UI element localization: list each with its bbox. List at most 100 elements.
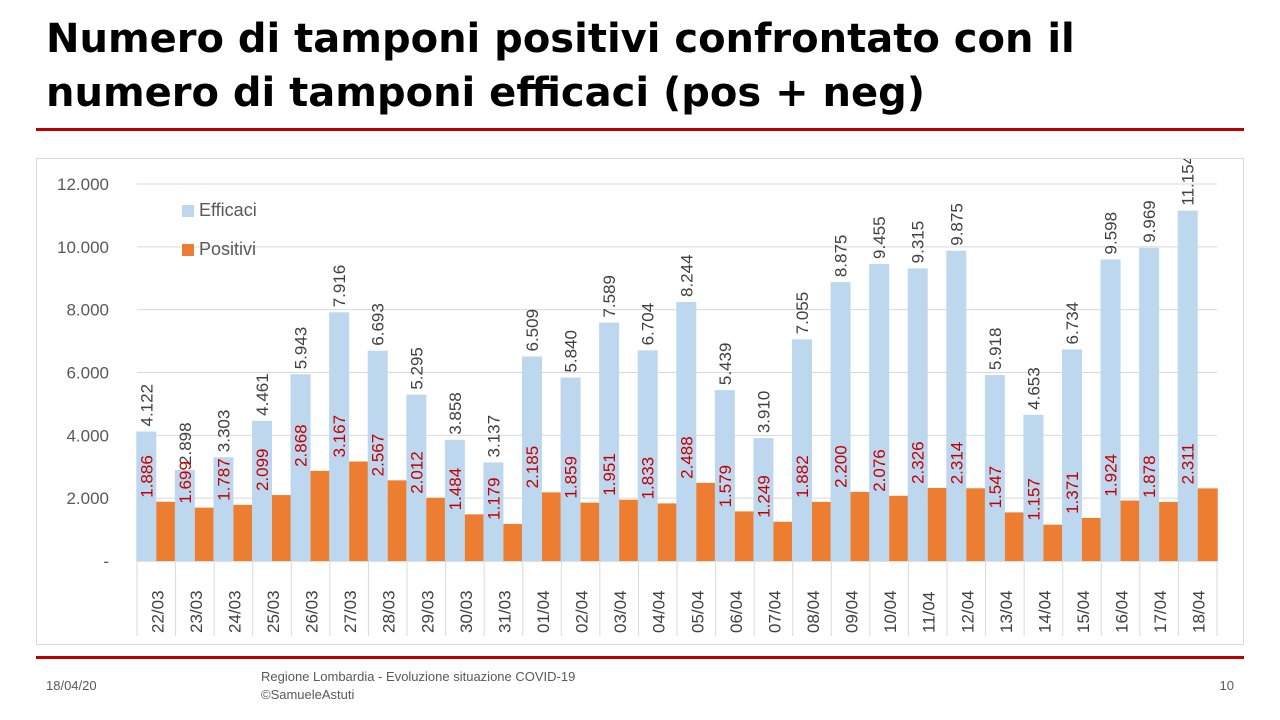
data-label-positivi: 2.868 bbox=[292, 424, 311, 467]
x-tick-label: 12/04 bbox=[958, 590, 977, 633]
data-label-positivi: 1.882 bbox=[793, 455, 812, 498]
data-label-positivi: 1.878 bbox=[1140, 455, 1159, 498]
bar-positivi bbox=[889, 495, 910, 561]
data-label-efficaci: 11.154 bbox=[1179, 159, 1198, 206]
data-label-positivi: 1.787 bbox=[214, 458, 233, 501]
data-label-positivi: 2.099 bbox=[253, 449, 272, 492]
data-label-positivi: 2.567 bbox=[369, 434, 388, 477]
bar-efficaci bbox=[1177, 210, 1198, 561]
data-label-positivi: 3.167 bbox=[330, 415, 349, 458]
footer-source: Regione Lombardia - Evoluzione situazion… bbox=[261, 668, 575, 704]
data-label-efficaci: 5.840 bbox=[562, 330, 581, 373]
bar-positivi bbox=[966, 488, 987, 561]
bar-positivi bbox=[927, 487, 948, 561]
data-label-efficaci: 6.734 bbox=[1063, 302, 1082, 345]
footer-copyright: ©SamueleAstuti bbox=[261, 687, 355, 702]
x-tick-label: 22/03 bbox=[148, 590, 167, 633]
page-number: 10 bbox=[1219, 678, 1234, 693]
data-label-efficaci: 5.943 bbox=[292, 327, 311, 370]
data-label-efficaci: 7.055 bbox=[793, 292, 812, 335]
bar-efficaci bbox=[367, 350, 388, 561]
x-tick-label: 30/03 bbox=[457, 590, 476, 633]
bar-positivi bbox=[773, 521, 794, 561]
data-label-efficaci: 4.653 bbox=[1024, 367, 1043, 410]
x-tick-label: 01/04 bbox=[534, 590, 553, 633]
data-label-efficaci: 4.122 bbox=[137, 384, 156, 427]
chart-frame: - 2.000 4.000 6.000 8.000 10.000 12.000 4.122 1.… bbox=[36, 158, 1244, 645]
data-label-efficaci: 7.916 bbox=[330, 265, 349, 308]
x-tick-label: 25/03 bbox=[264, 590, 283, 633]
data-label-positivi: 1.886 bbox=[137, 455, 156, 498]
data-label-positivi: 2.311 bbox=[1179, 443, 1198, 484]
legend-swatch-positivi bbox=[182, 244, 194, 256]
bar-positivi bbox=[1120, 500, 1141, 561]
y-tick-label: 12.000 bbox=[57, 175, 109, 194]
bar-chart: - 2.000 4.000 6.000 8.000 10.000 12.000 4.122 1.… bbox=[57, 159, 1218, 636]
bar-positivi bbox=[657, 503, 678, 561]
bar-efficaci bbox=[637, 350, 658, 561]
y-tick-label: 2.000 bbox=[66, 489, 109, 508]
bar-efficaci bbox=[714, 390, 735, 561]
x-tick-label: 18/04 bbox=[1190, 590, 1209, 633]
x-tick-label: 11/04 bbox=[920, 592, 939, 633]
slide-title: Numero di tamponi positivi confrontato c… bbox=[46, 16, 1075, 116]
bar-positivi bbox=[387, 480, 408, 561]
bar-efficaci bbox=[753, 438, 774, 561]
bar-positivi bbox=[696, 482, 717, 561]
x-tick-label: 29/03 bbox=[418, 590, 437, 633]
bar-efficaci bbox=[830, 282, 851, 561]
data-label-positivi: 1.859 bbox=[562, 456, 581, 499]
x-tick-label: 08/04 bbox=[804, 590, 823, 633]
data-label-positivi: 1.157 bbox=[1024, 478, 1043, 521]
data-label-efficaci: 5.295 bbox=[407, 347, 426, 390]
x-tick-label: 27/03 bbox=[341, 590, 360, 633]
data-label-positivi: 2.185 bbox=[523, 446, 542, 489]
bar-positivi bbox=[1197, 488, 1218, 561]
bar-positivi bbox=[734, 511, 755, 561]
legend-label-positivi: Positivi bbox=[199, 239, 256, 259]
y-tick-label: 6.000 bbox=[66, 364, 109, 383]
bar-positivi bbox=[464, 514, 485, 561]
data-label-positivi: 1.924 bbox=[1102, 454, 1121, 497]
bar-positivi bbox=[850, 491, 871, 561]
bar-efficaci bbox=[792, 339, 812, 561]
bar-positivi bbox=[310, 470, 331, 561]
y-tick-label: - bbox=[103, 552, 109, 571]
data-label-positivi: 1.371 bbox=[1063, 471, 1082, 514]
x-tick-label: 23/03 bbox=[187, 590, 206, 633]
bar-efficaci bbox=[984, 375, 1005, 561]
bar-positivi bbox=[349, 461, 370, 561]
bar-efficaci bbox=[174, 469, 195, 561]
data-label-efficaci: 6.509 bbox=[523, 309, 542, 352]
bar-positivi bbox=[194, 507, 215, 561]
data-label-efficaci: 5.439 bbox=[716, 343, 735, 386]
bar-efficaci bbox=[1100, 259, 1121, 561]
data-label-efficaci: 9.315 bbox=[909, 221, 928, 264]
bar-efficaci bbox=[252, 420, 272, 561]
footer-source-line1: Regione Lombardia - Evoluzione situazion… bbox=[261, 669, 576, 684]
x-tick-label: 28/03 bbox=[380, 590, 399, 633]
bar-efficaci bbox=[290, 374, 311, 561]
bar-efficaci bbox=[483, 462, 504, 561]
data-label-efficaci: 2.898 bbox=[176, 422, 195, 465]
data-label-efficaci: 7.589 bbox=[600, 275, 619, 318]
data-label-efficaci: 9.455 bbox=[870, 216, 889, 259]
bar-efficaci bbox=[907, 268, 928, 561]
data-label-efficaci: 9.598 bbox=[1102, 212, 1121, 255]
bar-positivi bbox=[1043, 524, 1064, 561]
bar-positivi bbox=[503, 523, 524, 561]
x-tick-label: 03/04 bbox=[611, 590, 630, 633]
bar-efficaci bbox=[676, 302, 697, 561]
bar-positivi bbox=[426, 497, 447, 561]
x-tick-label: 07/04 bbox=[765, 590, 784, 633]
bar-positivi bbox=[156, 501, 177, 561]
data-label-positivi: 2.076 bbox=[870, 449, 889, 492]
y-tick-label: 8.000 bbox=[66, 301, 109, 320]
data-label-efficaci: 5.918 bbox=[986, 328, 1005, 371]
legend-swatch-efficaci bbox=[182, 205, 194, 217]
data-label-positivi: 1.579 bbox=[716, 465, 735, 508]
data-label-positivi: 2.012 bbox=[407, 451, 426, 494]
x-tick-label: 16/04 bbox=[1113, 590, 1132, 633]
x-tick-label: 15/04 bbox=[1074, 590, 1093, 633]
data-label-efficaci: 6.693 bbox=[369, 303, 388, 346]
